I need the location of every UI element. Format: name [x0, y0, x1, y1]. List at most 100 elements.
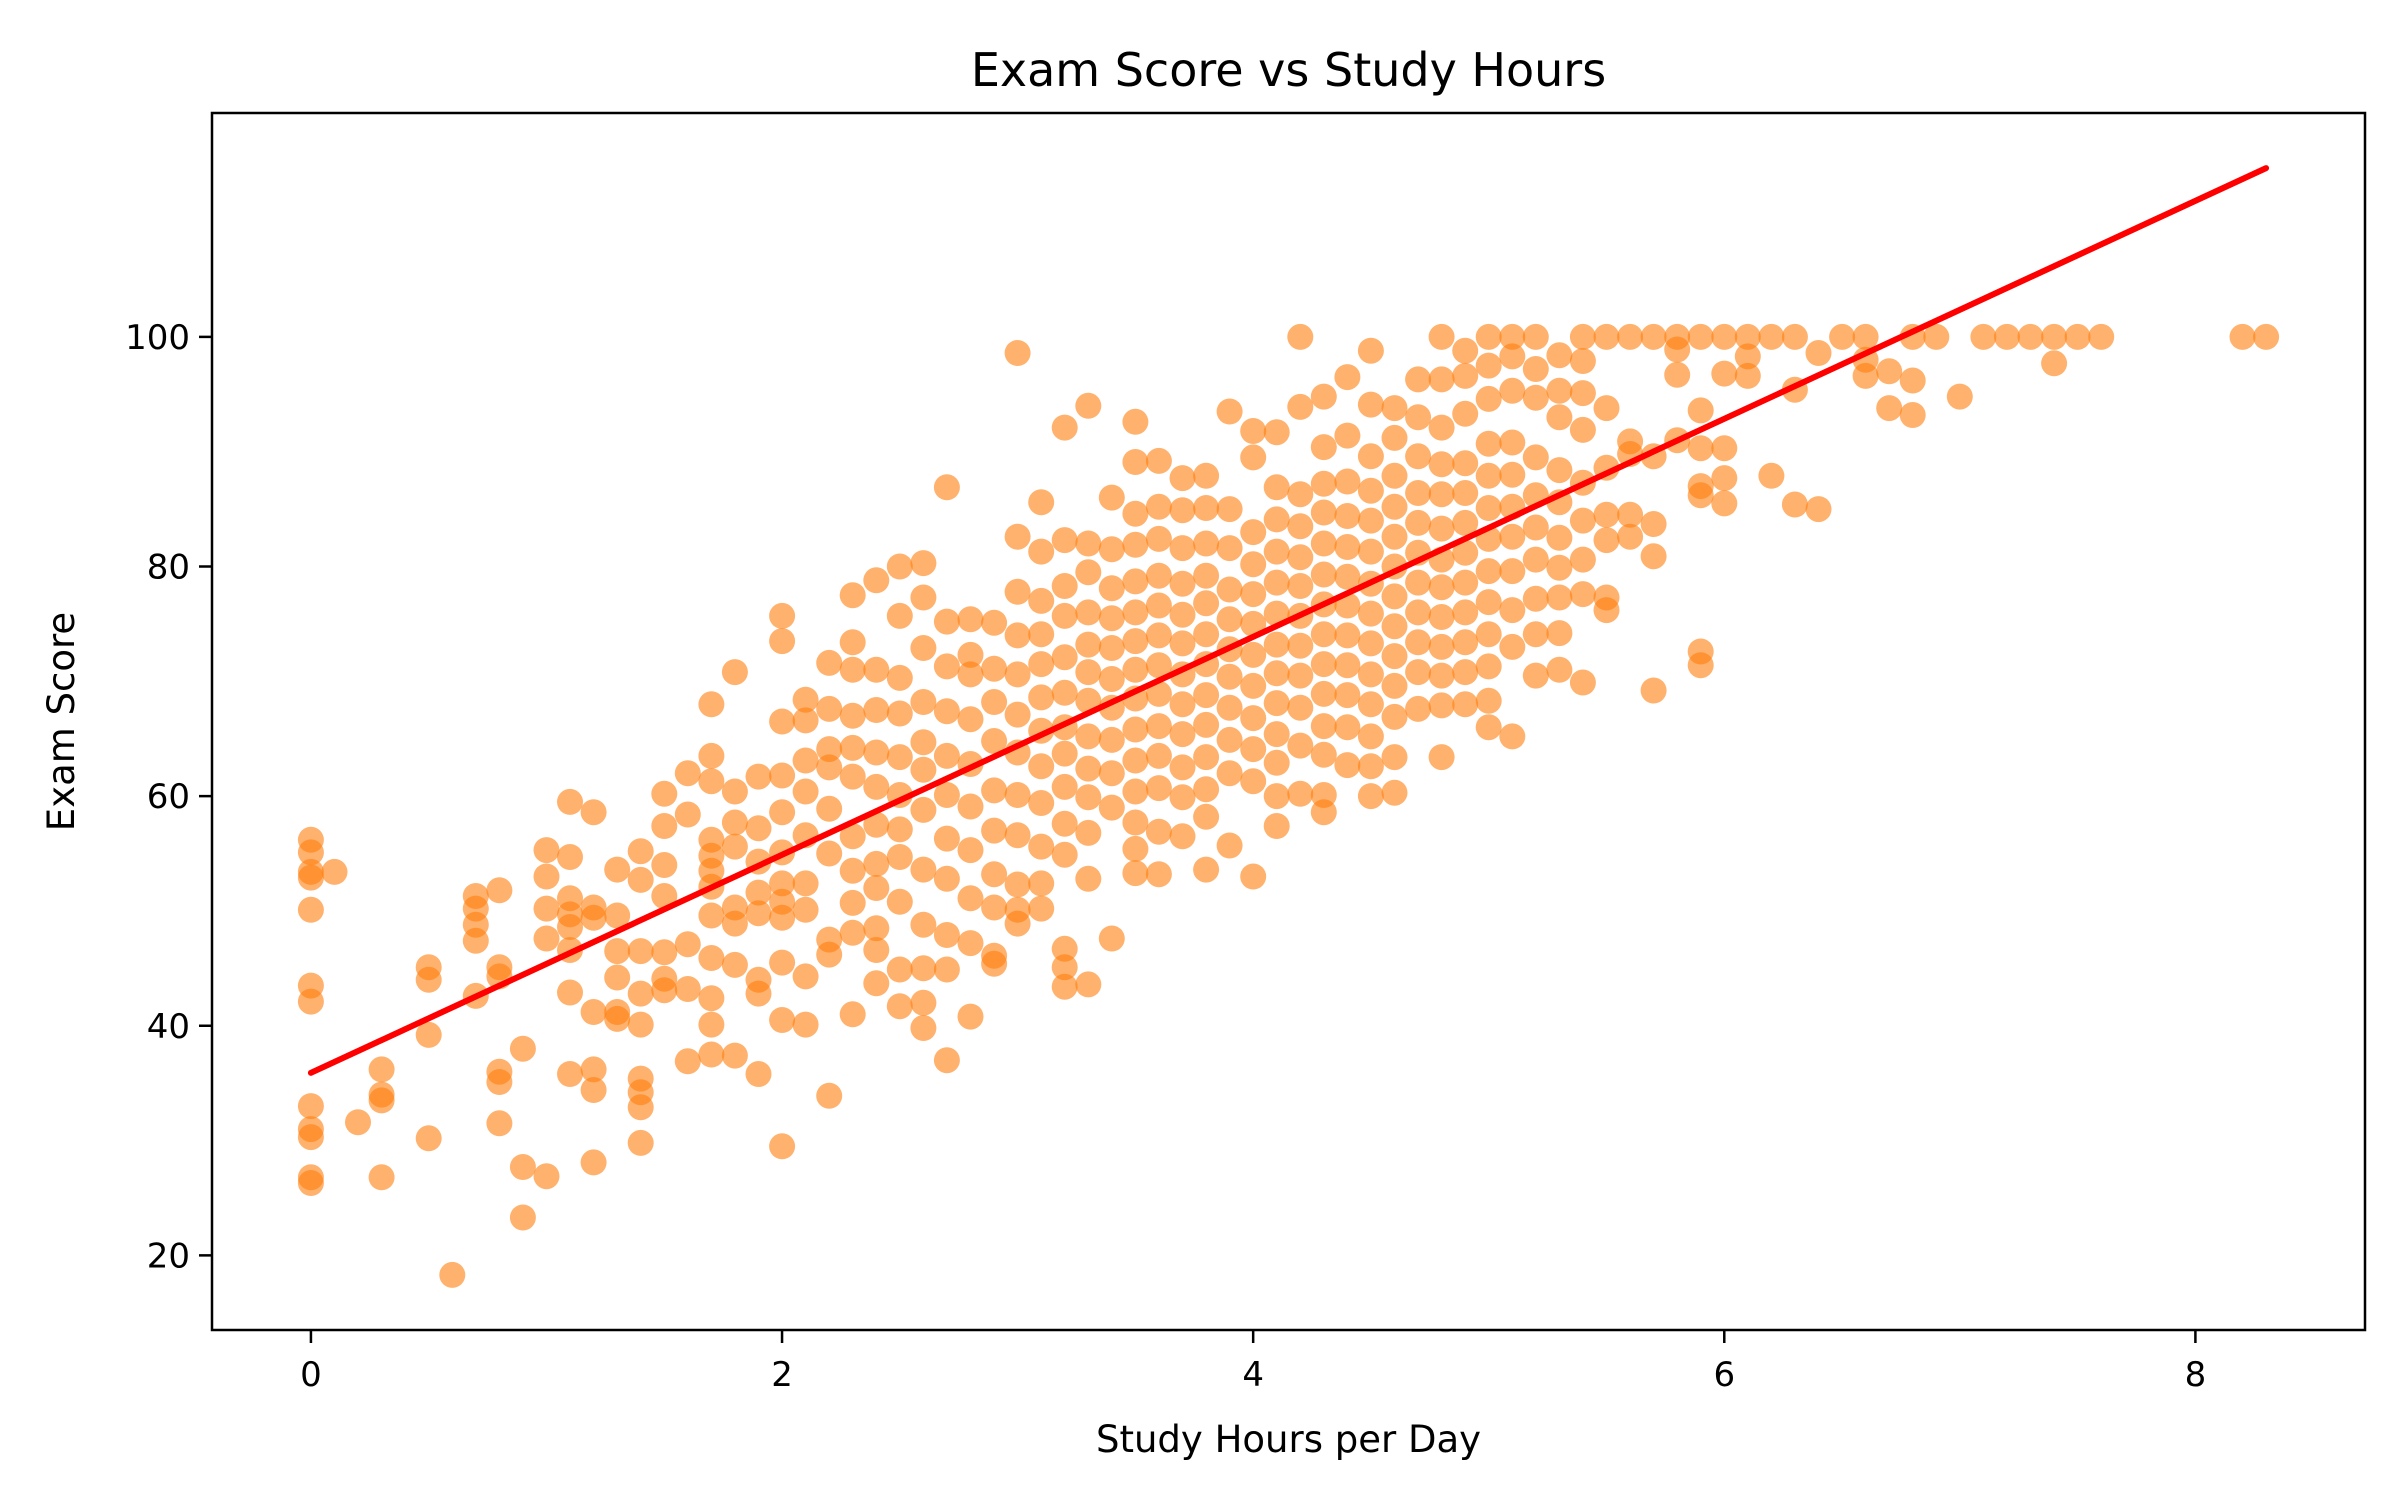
- data-point: [651, 780, 678, 807]
- data-point: [604, 938, 631, 965]
- data-point: [1122, 449, 1149, 475]
- data-point: [1805, 496, 1832, 523]
- data-point: [839, 702, 866, 729]
- data-point: [627, 1011, 654, 1038]
- data-point: [1098, 575, 1125, 602]
- data-point: [863, 656, 890, 683]
- data-point: [1145, 447, 1172, 474]
- data-point: [368, 1087, 395, 1114]
- data-point: [533, 925, 560, 952]
- data-point: [1122, 500, 1149, 527]
- data-point: [1193, 462, 1220, 489]
- data-point: [1240, 610, 1267, 637]
- data-point: [1475, 687, 1502, 714]
- data-point: [1334, 714, 1361, 741]
- data-point: [1711, 465, 1738, 492]
- data-point: [910, 729, 937, 756]
- data-point: [886, 888, 913, 915]
- data-point: [1263, 474, 1290, 501]
- data-point: [698, 691, 725, 718]
- data-point: [1075, 530, 1102, 557]
- data-point: [1381, 395, 1408, 422]
- plot-area-frame: [210, 111, 2367, 1332]
- data-point: [1334, 364, 1361, 391]
- data-point: [627, 838, 654, 865]
- data-point: [486, 1069, 513, 1095]
- data-point: [1263, 506, 1290, 533]
- data-point: [981, 817, 1008, 844]
- data-point: [886, 816, 913, 843]
- data-point: [1569, 546, 1596, 573]
- data-point: [1357, 691, 1384, 718]
- data-point: [1145, 622, 1172, 649]
- data-point: [816, 941, 843, 968]
- data-point: [769, 1007, 796, 1033]
- data-point: [1758, 462, 1785, 489]
- data-point: [1381, 613, 1408, 640]
- data-point: [557, 1061, 583, 1087]
- data-point: [1405, 569, 1432, 596]
- data-point: [1263, 813, 1290, 839]
- data-point: [816, 736, 843, 763]
- data-point: [1193, 711, 1220, 738]
- data-point: [509, 1154, 536, 1180]
- data-point: [1216, 535, 1243, 562]
- data-point: [1075, 631, 1102, 658]
- data-point: [1522, 621, 1549, 648]
- data-point: [1122, 408, 1149, 435]
- data-point: [1405, 404, 1432, 431]
- data-point: [627, 866, 654, 893]
- data-point: [1405, 509, 1432, 536]
- data-point: [1593, 501, 1620, 528]
- data-point: [1287, 544, 1314, 571]
- data-point: [1310, 741, 1337, 768]
- data-point: [1381, 493, 1408, 520]
- data-point: [1357, 538, 1384, 565]
- data-point: [604, 856, 631, 883]
- data-point: [1357, 630, 1384, 657]
- data-point: [910, 1015, 937, 1041]
- data-point: [933, 698, 960, 725]
- data-point: [1452, 400, 1479, 427]
- data-point: [1169, 754, 1196, 781]
- data-point: [839, 857, 866, 884]
- data-point: [1475, 352, 1502, 379]
- data-point: [1334, 422, 1361, 449]
- data-point: [1405, 443, 1432, 470]
- data-point: [745, 879, 772, 906]
- data-point: [1310, 621, 1337, 648]
- data-point: [1193, 744, 1220, 771]
- data-point: [1240, 581, 1267, 608]
- data-point: [698, 945, 725, 971]
- data-point: [698, 742, 725, 769]
- data-point: [509, 1035, 536, 1062]
- data-point: [1405, 480, 1432, 506]
- data-point: [816, 754, 843, 781]
- data-point: [1381, 703, 1408, 730]
- data-point: [839, 889, 866, 916]
- data-point: [1687, 435, 1714, 462]
- data-point: [580, 799, 607, 826]
- data-point: [1405, 629, 1432, 656]
- data-point: [321, 858, 348, 885]
- data-point: [1405, 599, 1432, 626]
- data-point: [816, 795, 843, 822]
- data-point: [1216, 606, 1243, 633]
- y-tick-label: 20: [147, 1236, 190, 1276]
- data-point: [933, 865, 960, 892]
- data-point: [1970, 323, 1997, 350]
- data-point: [345, 1109, 371, 1136]
- data-point: [981, 894, 1008, 921]
- y-axis-label: Exam Score: [40, 612, 83, 831]
- data-point: [1475, 589, 1502, 616]
- data-point: [1734, 323, 1761, 350]
- data-point: [957, 793, 984, 820]
- data-point: [368, 1056, 395, 1083]
- x-axis-label: Study Hours per Day: [1096, 1418, 1481, 1461]
- data-point: [1051, 935, 1078, 962]
- data-point: [698, 985, 725, 1012]
- x-tick-label: 0: [300, 1355, 322, 1395]
- data-point: [698, 902, 725, 929]
- data-point: [1122, 716, 1149, 743]
- data-point: [1240, 418, 1267, 444]
